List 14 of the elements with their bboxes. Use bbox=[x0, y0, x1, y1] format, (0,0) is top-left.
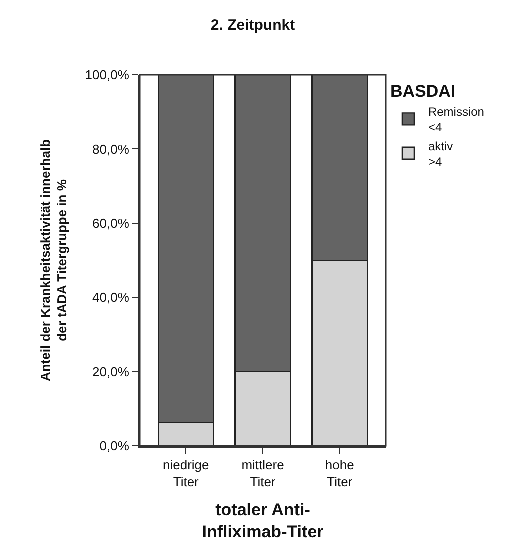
y-tick-label: 40,0% bbox=[92, 290, 130, 306]
y-tick-label: 60,0% bbox=[92, 216, 130, 231]
y-tick-label: 0,0% bbox=[100, 438, 130, 454]
legend-label: aktiv >4 bbox=[428, 139, 454, 169]
y-tick-label: 80,0% bbox=[92, 142, 130, 157]
chart-title: 2. Zeitpunkt bbox=[210, 16, 296, 34]
x-axis-title: totaler Anti- Infliximab-Titer bbox=[202, 500, 324, 542]
y-axis-title: Anteil der Krankheitsaktivität innerhalb der tADA Titergruppe in % bbox=[38, 139, 70, 382]
x-tick-label: mittlere Titer bbox=[242, 458, 284, 490]
legend-title: BASDAI bbox=[390, 82, 456, 102]
x-tick-label: hohe Titer bbox=[325, 458, 354, 490]
y-tick-label: 100,0% bbox=[85, 68, 130, 83]
x-tick-label: niedrige Titer bbox=[162, 458, 210, 490]
y-tick-label: 20,0% bbox=[92, 364, 130, 380]
